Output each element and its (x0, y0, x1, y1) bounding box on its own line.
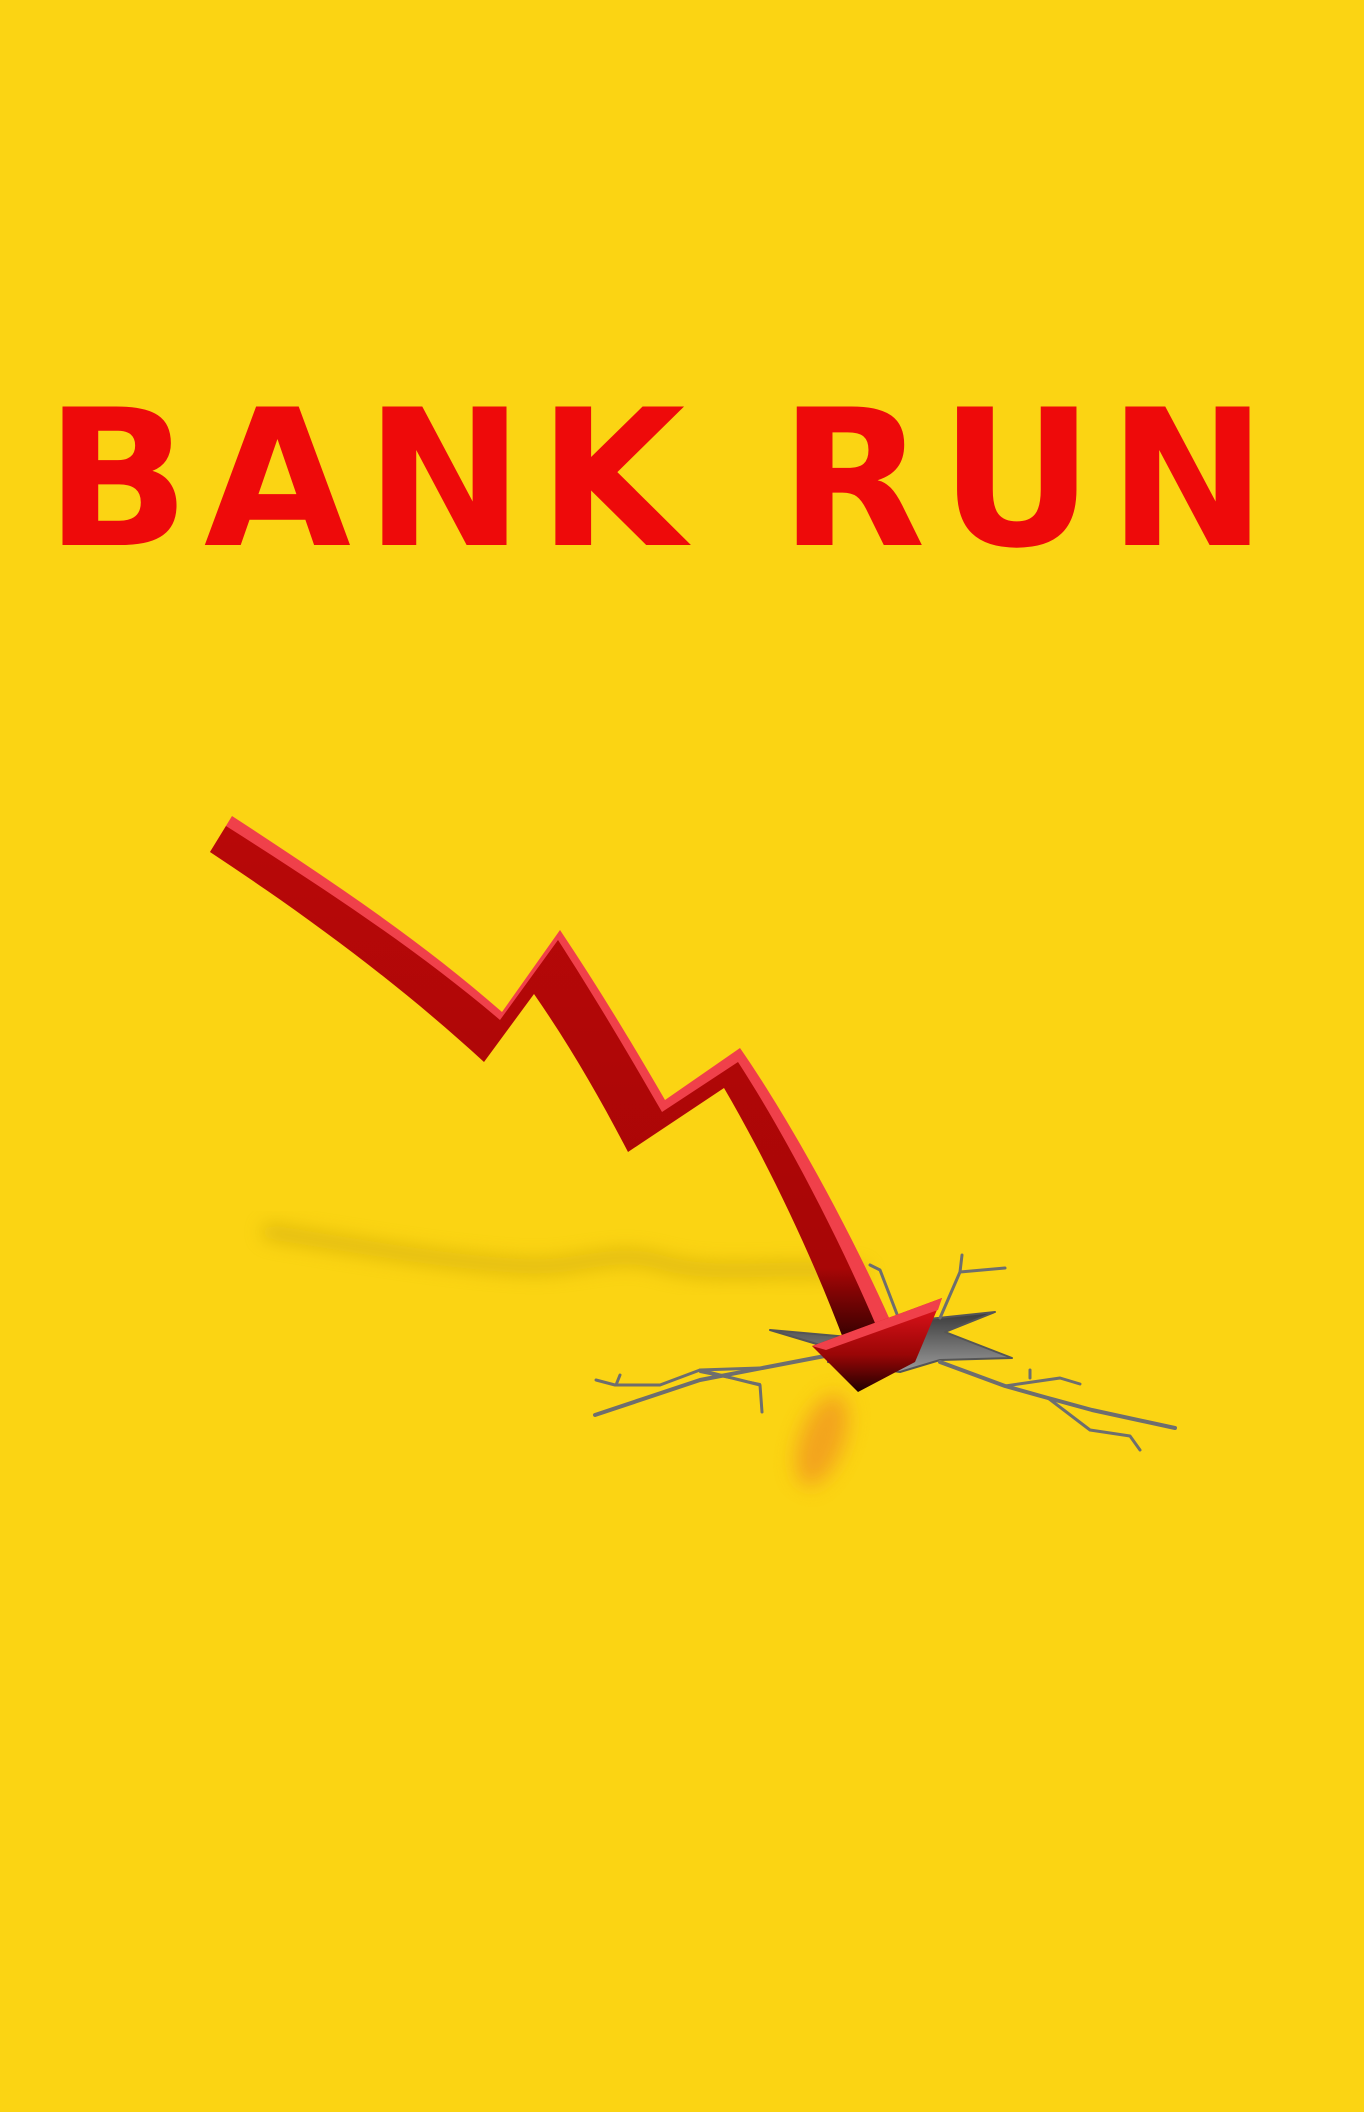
falling-arrow-icon (210, 816, 942, 1392)
arrow-shadow (262, 1224, 868, 1282)
impact-glow (795, 1394, 849, 1486)
poster-title: BANK RUN (45, 369, 1281, 590)
